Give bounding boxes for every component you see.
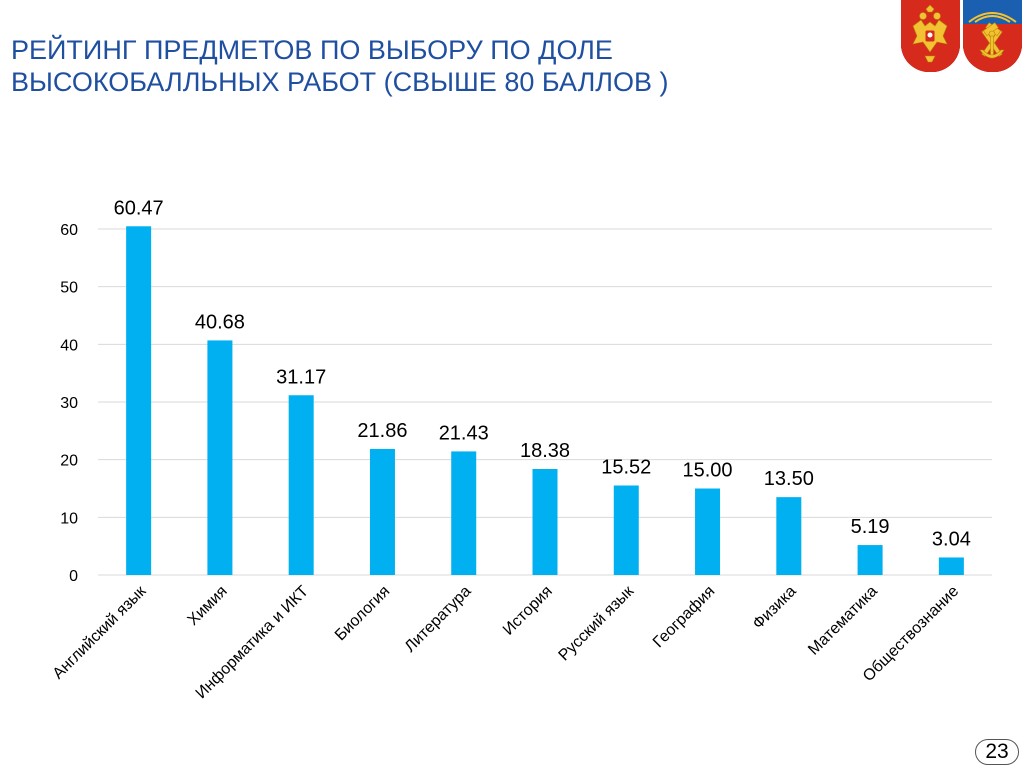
y-tick-label: 10 xyxy=(60,510,78,527)
y-tick-label: 0 xyxy=(69,568,78,585)
y-tick-label: 30 xyxy=(60,395,78,412)
emblems xyxy=(899,0,1024,74)
y-tick-label: 40 xyxy=(60,337,78,354)
page-title: РЕЙТИНГ ПРЕДМЕТОВ ПО ВЫБОРУ ПО ДОЛЕ ВЫСО… xyxy=(11,34,871,98)
bar xyxy=(126,226,152,575)
coat-of-arms-murmansk-icon xyxy=(963,0,1022,72)
x-tick-label: Биология xyxy=(332,583,393,644)
x-tick-label: Физика xyxy=(750,583,800,633)
page-title-line-1: РЕЙТИНГ ПРЕДМЕТОВ ПО ВЫБОРУ ПО ДОЛЕ xyxy=(11,35,613,65)
data-label: 40.68 xyxy=(195,311,245,333)
y-tick-label: 60 xyxy=(60,222,78,239)
data-label: 18.38 xyxy=(520,440,570,462)
data-label: 31.17 xyxy=(276,366,326,388)
page-title-line-2: ВЫСОКОБАЛЛЬНЫХ РАБОТ (СВЫШЕ 80 БАЛЛОВ ) xyxy=(11,67,669,97)
bar xyxy=(613,485,639,575)
y-tick-label: 50 xyxy=(60,280,78,297)
x-tick-label: Химия xyxy=(185,583,231,629)
data-label: 15.00 xyxy=(683,460,733,482)
bar xyxy=(532,469,558,575)
bar xyxy=(938,557,964,575)
x-tick-label: География xyxy=(650,583,718,651)
bar xyxy=(776,497,802,575)
bar xyxy=(288,395,314,575)
data-label: 60.47 xyxy=(114,197,164,219)
coat-of-arms-russia-icon xyxy=(901,0,960,72)
data-label: 21.86 xyxy=(357,420,407,442)
bar xyxy=(369,448,395,575)
x-tick-label: История xyxy=(500,583,556,639)
data-label: 21.43 xyxy=(439,422,489,444)
data-label: 15.52 xyxy=(601,457,651,479)
y-tick-label: 20 xyxy=(60,453,78,470)
bar xyxy=(451,451,477,575)
data-label: 3.04 xyxy=(932,528,971,550)
page-number-badge: 23 xyxy=(975,739,1019,765)
bar xyxy=(207,340,233,575)
data-label: 13.50 xyxy=(764,468,814,490)
data-label: 5.19 xyxy=(851,516,890,538)
x-tick-label: Литература xyxy=(402,583,475,656)
bar xyxy=(695,488,721,575)
x-tick-label: Английский язык xyxy=(50,582,150,682)
bar xyxy=(857,545,883,575)
x-tick-label: Математика xyxy=(805,583,881,659)
x-tick-label: Русский язык xyxy=(556,582,638,664)
